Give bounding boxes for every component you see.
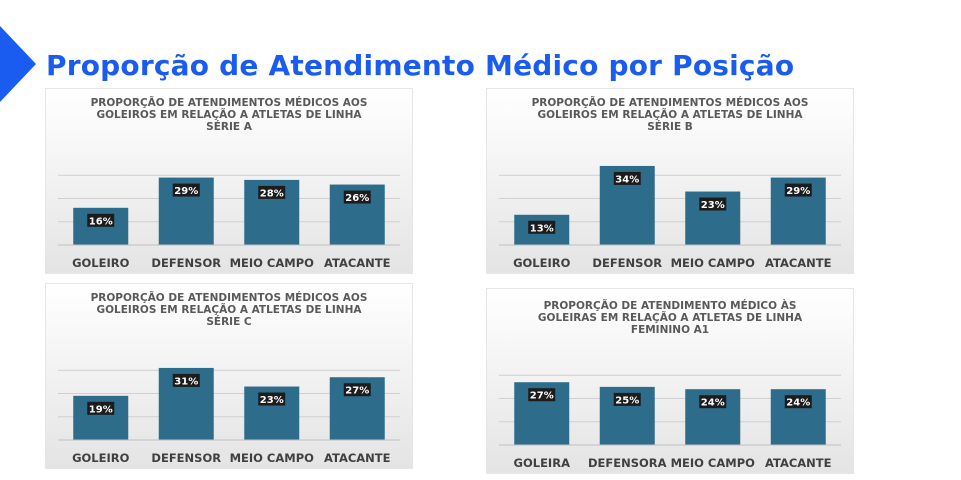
data-label-box bbox=[528, 388, 556, 402]
data-label-box bbox=[528, 220, 556, 234]
category-label: DEFENSORA bbox=[588, 456, 667, 470]
chart-panel-serie-a: PROPORÇÃO DE ATENDIMENTOS MÉDICOS AOS GO… bbox=[46, 89, 412, 273]
data-label-box bbox=[258, 392, 286, 406]
category-label: DEFENSOR bbox=[151, 451, 221, 465]
data-label-box bbox=[172, 373, 200, 387]
data-label: 27% bbox=[530, 391, 554, 402]
chart-title-line: PROPORÇÃO DE ATENDIMENTOS MÉDICOS AOS bbox=[90, 97, 368, 109]
category-label: GOLEIRO bbox=[72, 256, 130, 270]
data-label-box bbox=[87, 213, 115, 227]
category-label: GOLEIRA bbox=[514, 456, 571, 470]
data-label-box bbox=[784, 183, 812, 197]
data-label: 23% bbox=[260, 395, 284, 406]
page-title: Proporção de Atendimento Médico por Posi… bbox=[46, 49, 795, 82]
data-label-box bbox=[699, 395, 727, 409]
category-label: ATACANTE bbox=[765, 256, 832, 270]
chart-title-line: GOLEIROS EM RELAÇÃO A ATLETAS DE LINHA bbox=[96, 109, 362, 121]
category-label: MEIO CAMPO bbox=[230, 256, 315, 270]
category-label: MEIO CAMPO bbox=[671, 256, 756, 270]
category-label: DEFENSOR bbox=[592, 256, 662, 270]
chart-title-line: FEMININO A1 bbox=[630, 324, 710, 336]
category-label: GOLEIRO bbox=[72, 451, 130, 465]
category-label: MEIO CAMPO bbox=[230, 451, 315, 465]
data-label: 29% bbox=[174, 186, 198, 197]
data-label-box bbox=[613, 171, 641, 185]
chart-title-line: GOLEIROS EM RELAÇÃO A ATLETAS DE LINHA bbox=[96, 304, 362, 316]
title-arrow-icon bbox=[0, 26, 36, 102]
category-label: MEIO CAMPO bbox=[671, 456, 756, 470]
data-label-box bbox=[343, 190, 371, 204]
data-label: 29% bbox=[786, 186, 810, 197]
data-label: 24% bbox=[786, 398, 810, 409]
data-label: 27% bbox=[345, 386, 369, 397]
category-label: GOLEIRO bbox=[513, 256, 571, 270]
category-label: ATACANTE bbox=[765, 456, 832, 470]
chart-title-line: GOLEIROS EM RELAÇÃO A ATLETAS DE LINHA bbox=[537, 109, 803, 121]
data-label: 31% bbox=[174, 376, 198, 387]
chart-panel-serie-b: PROPORÇÃO DE ATENDIMENTOS MÉDICOS AOS GO… bbox=[487, 89, 853, 273]
chart-title-line: PROPORÇÃO DE ATENDIMENTOS MÉDICOS AOS bbox=[531, 97, 809, 109]
data-label-box bbox=[87, 401, 115, 415]
data-label-box bbox=[613, 392, 641, 406]
chart-title-line: SÉRIE B bbox=[647, 121, 693, 133]
data-label: 23% bbox=[701, 200, 725, 211]
category-label: ATACANTE bbox=[324, 256, 391, 270]
data-label-box bbox=[258, 185, 286, 199]
data-label-box bbox=[784, 395, 812, 409]
data-label: 19% bbox=[89, 404, 113, 415]
data-label: 24% bbox=[701, 398, 725, 409]
chart-title-line: SÉRIE C bbox=[206, 316, 252, 328]
chart-title: PROPORÇÃO DE ATENDIMENTOS MÉDICOS AOS GO… bbox=[497, 97, 843, 133]
data-label: 28% bbox=[260, 188, 284, 199]
chart-title: PROPORÇÃO DE ATENDIMENTOS MÉDICOS AOS GO… bbox=[56, 97, 402, 133]
data-label-box bbox=[699, 197, 727, 211]
data-label: 25% bbox=[615, 395, 639, 406]
data-label-box bbox=[343, 383, 371, 397]
chart-title: PROPORÇÃO DE ATENDIMENTOS MÉDICOS AOS GO… bbox=[56, 292, 402, 328]
data-label: 16% bbox=[89, 216, 113, 227]
chart-plot: 16% GOLEIRO 29% DEFENSOR 28% MEIO CAMPO 26% ATA… bbox=[58, 174, 400, 270]
chart-panel-feminino-a1: PROPORÇÃO DE ATENDIMENTO MÉDICO ÀS GOLEI… bbox=[487, 289, 853, 473]
data-label: 13% bbox=[530, 223, 554, 234]
chart-plot: 19% GOLEIRO 31% DEFENSOR 23% MEIO CAMPO 27% ATA… bbox=[58, 367, 400, 465]
data-label: 34% bbox=[615, 174, 639, 185]
chart-title-line: PROPORÇÃO DE ATENDIMENTOS MÉDICOS AOS bbox=[90, 292, 368, 304]
category-label: DEFENSOR bbox=[151, 256, 221, 270]
data-label-box bbox=[172, 183, 200, 197]
category-label: ATACANTE bbox=[324, 451, 391, 465]
chart-title-line: SÉRIE A bbox=[206, 121, 252, 133]
chart-title: PROPORÇÃO DE ATENDIMENTO MÉDICO ÀS GOLEI… bbox=[497, 300, 843, 336]
chart-title-line: GOLEIRAS EM RELAÇÃO A ATLETAS DE LINHA bbox=[537, 312, 803, 324]
data-label: 26% bbox=[345, 193, 369, 204]
chart-plot: 27% GOLEIRA 25% DEFENSORA 24% MEIO CAMPO 24% AT… bbox=[499, 374, 841, 470]
chart-panel-serie-c: PROPORÇÃO DE ATENDIMENTOS MÉDICOS AOS GO… bbox=[46, 284, 412, 468]
chart-title-line: PROPORÇÃO DE ATENDIMENTO MÉDICO ÀS bbox=[543, 300, 797, 312]
chart-plot: 13% GOLEIRO 34% DEFENSOR 23% MEIO CAMPO 29% ATA… bbox=[499, 165, 841, 270]
